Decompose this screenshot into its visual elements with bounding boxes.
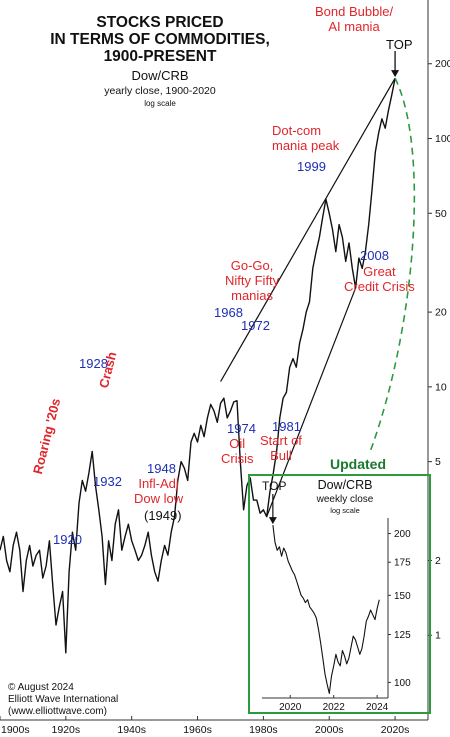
x-tick-label: 1960s [183, 724, 212, 736]
infl-adj-line-2: Dow low [134, 491, 184, 506]
oil-crisis-line-1: Oil [229, 436, 246, 451]
inset-top-label: TOP [262, 479, 287, 493]
annotation-1974: 1974 [227, 421, 256, 436]
annotation-1972: 1972 [241, 318, 270, 333]
annotation-2008: 2008 [360, 248, 389, 263]
inset-x-tick-label: 2020 [279, 702, 302, 713]
gogo-line-3: manias [231, 288, 274, 303]
annotation-1932: 1932 [93, 474, 122, 489]
x-tick-label: 1920s [52, 724, 81, 736]
annotation-top: TOP [386, 37, 413, 52]
annotation-bond-bubble: Bond Bubble/ AI mania [315, 4, 393, 34]
y-tick-label: 10 [435, 381, 447, 393]
bond-bubble-line-2: AI mania [328, 19, 380, 34]
chart-title: STOCKS PRICED IN TERMS OF COMMODITIES, 1… [35, 14, 285, 65]
inset-subtitle-2: log scale [330, 506, 360, 515]
annotation-1920: 1920 [53, 532, 82, 547]
y-tick-label: 50 [435, 208, 447, 220]
x-tick-label: 1900s [1, 724, 30, 736]
x-tick-label: 2000s [315, 724, 344, 736]
x-tick-label: 1940s [117, 724, 146, 736]
great-credit-line-2: Credit Crisis [344, 279, 415, 294]
copyright-line-3: (www.elliottwave.com) [8, 706, 107, 717]
inset-top-arrow-head [268, 517, 277, 525]
y-tick-label: 2 [435, 555, 441, 567]
gogo-line-2: Nifty Fifty [225, 273, 280, 288]
start-bull-line-2: Bull [270, 448, 292, 463]
copyright-line-1: © August 2024 [8, 682, 74, 693]
annotation-1949: (1949) [144, 508, 182, 523]
top-arrow-head [391, 70, 400, 78]
dotcom-line-1: Dot-com [272, 123, 322, 138]
chart-subtitle-2: yearly close, 1900-2020 [104, 85, 216, 97]
updated-label: Updated [330, 456, 386, 472]
inset-y-tick-label: 125 [394, 630, 411, 641]
annotation-start-bull: Start of Bull [260, 433, 302, 463]
title-line-3: 1900-PRESENT [103, 48, 217, 65]
trendline-lower [266, 287, 357, 517]
chart-subtitle-3: log scale [144, 99, 176, 108]
annotation-1981: 1981 [272, 419, 301, 434]
title-line-2: IN TERMS OF COMMODITIES, [50, 31, 270, 48]
infl-adj-line-1: Infl-Adj [138, 476, 179, 491]
inset-title: Dow/CRB [317, 478, 373, 492]
chart-subtitle: Dow/CRB [131, 68, 189, 83]
annotation-infl-adj: Infl-Adj Dow low [134, 476, 183, 506]
annotation-1968: 1968 [214, 305, 243, 320]
series-line-dow-crb [0, 77, 396, 654]
annotation-1928: 1928 [79, 356, 108, 371]
inset-series-line [272, 525, 380, 694]
great-credit-line-1: Great [363, 264, 396, 279]
inset-x-tick-label: 2022 [323, 702, 346, 713]
inset-subtitle: weekly close [316, 494, 374, 505]
annotation-dotcom: Dot-com mania peak [272, 123, 339, 153]
y-tick-label: 100 [435, 133, 450, 145]
start-bull-line-1: Start of [260, 433, 302, 448]
oil-crisis-line-2: Crisis [221, 451, 254, 466]
copyright-line-2: Elliott Wave International [8, 694, 119, 705]
inset-y-tick-label: 150 [394, 591, 411, 602]
bond-bubble-line-1: Bond Bubble/ [315, 4, 394, 19]
annotation-1999: 1999 [297, 159, 326, 174]
copyright-block: © August 2024 Elliott Wave International… [8, 682, 118, 718]
gogo-line-1: Go-Go, [230, 258, 274, 273]
inset-chart-frame [248, 474, 431, 714]
title-line-1: STOCKS PRICED [96, 14, 224, 31]
inset-y-tick-label: 100 [394, 678, 411, 689]
y-tick-label: 200 [435, 58, 450, 70]
inset-y-tick-label: 175 [394, 558, 411, 569]
x-tick-label: 2020s [381, 724, 410, 736]
dotcom-line-2: mania peak [272, 138, 340, 153]
inset-y-tick-label: 200 [394, 529, 411, 540]
y-tick-label: 20 [435, 307, 447, 319]
annotation-gogo: Go-Go, Nifty Fifty manias [225, 258, 279, 303]
x-tick-label: 1980s [249, 724, 278, 736]
annotation-1948: 1948 [147, 461, 176, 476]
annotation-oil-crisis: Oil Crisis [221, 436, 254, 466]
inset-x-tick-label: 2024 [366, 702, 389, 713]
trendline-upper [220, 77, 396, 382]
projection-dashed-curve [369, 77, 416, 453]
y-tick-label: 5 [435, 456, 441, 468]
y-tick-label: 1 [435, 630, 441, 642]
annotation-great-credit: Great Credit Crisis [344, 264, 415, 294]
